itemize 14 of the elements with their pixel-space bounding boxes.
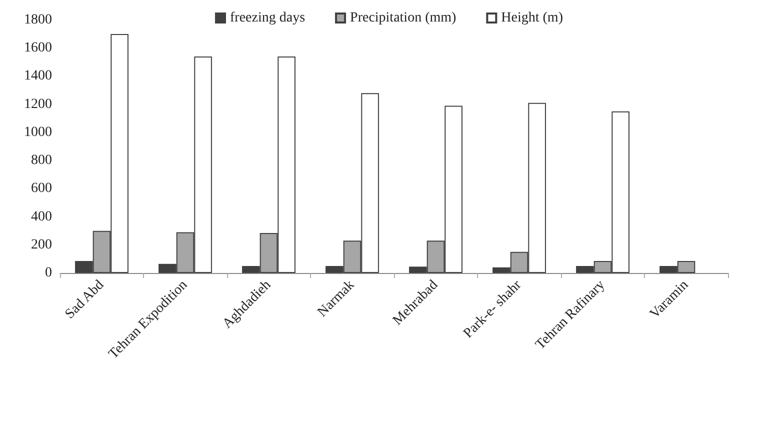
y-tick-label: 600 — [31, 181, 52, 196]
y-tick-label: 400 — [31, 209, 52, 224]
y-tick-label: 1600 — [24, 40, 52, 56]
x-tick-label: Sad Abd — [62, 278, 108, 322]
legend-label: Precipitation (mm) — [350, 10, 457, 26]
y-tick-label: 200 — [31, 237, 52, 252]
y-tick-label: 1400 — [24, 68, 52, 84]
legend-label: Height (m) — [501, 10, 564, 26]
y-tick-label: 1200 — [24, 96, 52, 112]
legend-label: freezing days — [230, 10, 306, 26]
y-tick-label: 0 — [45, 266, 52, 280]
y-tick-label: 1000 — [24, 124, 52, 140]
y-tick-label: 1800 — [24, 12, 52, 28]
y-tick-label: 800 — [31, 153, 52, 168]
